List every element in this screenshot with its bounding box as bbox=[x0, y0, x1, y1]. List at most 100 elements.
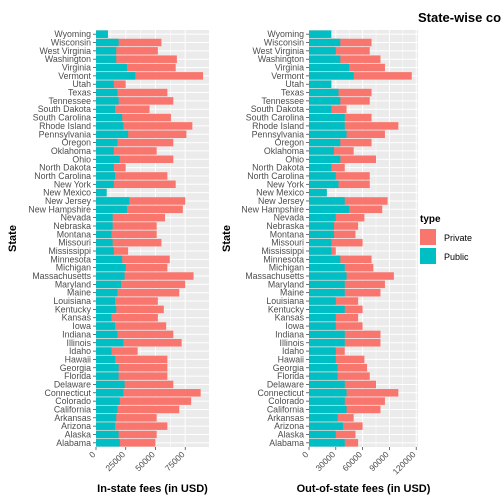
y-tick-label: Alabama bbox=[269, 438, 304, 448]
y-tick-label: Rhode Island bbox=[252, 121, 304, 131]
bar-private-hawaii bbox=[96, 355, 168, 364]
bar-public-wyoming bbox=[96, 30, 108, 38]
y-tick-label: Alaska bbox=[278, 429, 305, 439]
y-tick-label: Missouri bbox=[58, 238, 91, 248]
bar-private-west-virginia bbox=[309, 47, 370, 55]
y-tick-label: Connecticut bbox=[258, 388, 305, 398]
y-tick-label: Delaware bbox=[54, 379, 91, 389]
bar-public-maryland bbox=[96, 280, 121, 289]
bar-public-minnesota bbox=[96, 255, 123, 264]
x-tick-label: 0 bbox=[300, 449, 311, 460]
y-tick-label: North Carolina bbox=[247, 171, 304, 181]
bar-public-idaho bbox=[96, 347, 112, 355]
bar-public-virginia bbox=[96, 63, 127, 72]
y-tick-label: North Carolina bbox=[34, 171, 91, 181]
bar-public-california bbox=[309, 405, 347, 414]
bar-private-colorado bbox=[96, 397, 192, 405]
bar-public-montana bbox=[96, 230, 112, 239]
bar-private-louisiana bbox=[96, 297, 158, 305]
bar-public-pennsylvania bbox=[96, 130, 129, 139]
bar-public-new-hampshire bbox=[96, 205, 127, 214]
y-tick-label: Alaska bbox=[65, 429, 92, 439]
bar-public-new-mexico bbox=[96, 188, 107, 197]
bar-public-south-dakota bbox=[96, 105, 116, 113]
y-tick-label: Texas bbox=[281, 88, 305, 98]
y-tick-label: Iowa bbox=[285, 321, 304, 331]
legend-swatch-public bbox=[420, 248, 436, 264]
bar-private-maryland bbox=[309, 280, 385, 289]
x-tick-label: 50000 bbox=[133, 449, 157, 473]
y-tick-label: Oklahoma bbox=[264, 146, 304, 156]
y-tick-label: Minnesota bbox=[263, 254, 304, 264]
bar-public-west-virginia bbox=[309, 47, 336, 55]
y-tick-label: Tennessee bbox=[48, 96, 91, 106]
bar-public-california bbox=[96, 405, 118, 414]
bar-private-south-dakota bbox=[96, 105, 150, 113]
x-tick-label: 30000 bbox=[313, 449, 337, 473]
y-tick-label: Louisiana bbox=[266, 296, 304, 306]
y-tick-label: Wisconsin bbox=[51, 38, 91, 48]
bar-private-idaho bbox=[96, 347, 138, 355]
bar-public-new-york bbox=[96, 180, 114, 189]
bar-private-florida bbox=[96, 372, 168, 380]
bar-private-texas bbox=[309, 88, 372, 97]
bar-public-nevada bbox=[96, 213, 113, 222]
x-axis-title: Out-of-state fees (in USD) bbox=[297, 483, 431, 495]
y-tick-label: Kansas bbox=[275, 313, 305, 323]
y-tick-label: Nevada bbox=[274, 213, 304, 223]
bar-public-wisconsin bbox=[309, 38, 341, 47]
x-tick-label: 60000 bbox=[340, 449, 364, 473]
bar-public-west-virginia bbox=[96, 47, 117, 55]
y-tick-label: Illinois bbox=[280, 338, 305, 348]
y-tick-label: Wyoming bbox=[267, 29, 304, 39]
bar-public-missouri bbox=[309, 238, 332, 247]
y-tick-label: Florida bbox=[64, 371, 91, 381]
bar-private-alaska bbox=[96, 430, 157, 439]
bar-public-kentucky bbox=[309, 305, 345, 314]
bar-public-oregon bbox=[96, 138, 118, 147]
bar-public-iowa bbox=[96, 322, 116, 330]
bar-public-colorado bbox=[309, 397, 345, 405]
bar-public-louisiana bbox=[96, 297, 116, 305]
y-tick-label: Ohio bbox=[285, 154, 304, 164]
legend-label-public: Public bbox=[444, 252, 469, 262]
legend-title: type bbox=[420, 214, 441, 225]
bar-public-indiana bbox=[309, 330, 345, 339]
y-tick-label: Illinois bbox=[67, 338, 92, 348]
y-tick-label: New York bbox=[54, 179, 92, 189]
bar-public-idaho bbox=[309, 347, 336, 355]
y-tick-label: Arkansas bbox=[54, 413, 91, 423]
bar-private-new-jersey bbox=[96, 197, 186, 205]
bar-public-maine bbox=[96, 288, 118, 297]
bar-private-georgia bbox=[309, 364, 368, 372]
y-tick-label: North Dakota bbox=[252, 163, 304, 173]
bar-private-nevada bbox=[96, 213, 165, 222]
y-tick-label: Louisiana bbox=[53, 296, 91, 306]
bar-private-pennsylvania bbox=[309, 130, 385, 139]
y-tick-label: Wisconsin bbox=[264, 38, 304, 48]
bar-public-new-york bbox=[309, 180, 339, 189]
y-tick-label: Michigan bbox=[269, 263, 304, 273]
y-tick-label: Maryland bbox=[268, 279, 304, 289]
y-tick-label: California bbox=[54, 404, 91, 414]
y-tick-label: New Mexico bbox=[43, 188, 91, 198]
bar-public-texas bbox=[309, 88, 339, 97]
bar-public-alaska bbox=[309, 430, 336, 439]
bar-private-georgia bbox=[96, 364, 168, 372]
y-tick-label: Georgia bbox=[60, 363, 91, 373]
bar-public-florida bbox=[96, 372, 119, 380]
y-tick-label: Arizona bbox=[61, 421, 91, 431]
bar-private-new-jersey bbox=[309, 197, 388, 205]
y-tick-label: Georgia bbox=[273, 363, 304, 373]
bar-private-kentucky bbox=[96, 305, 164, 314]
bar-private-michigan bbox=[96, 263, 168, 272]
bar-public-tennessee bbox=[309, 97, 341, 105]
y-tick-label: Indiana bbox=[275, 329, 304, 339]
bar-public-arizona bbox=[96, 422, 116, 430]
bar-public-hawaii bbox=[96, 355, 116, 364]
bar-private-delaware bbox=[96, 380, 174, 389]
legend-swatch-private bbox=[420, 229, 436, 245]
y-tick-label: New Hampshire bbox=[28, 204, 91, 214]
bar-public-alaska bbox=[96, 430, 119, 439]
